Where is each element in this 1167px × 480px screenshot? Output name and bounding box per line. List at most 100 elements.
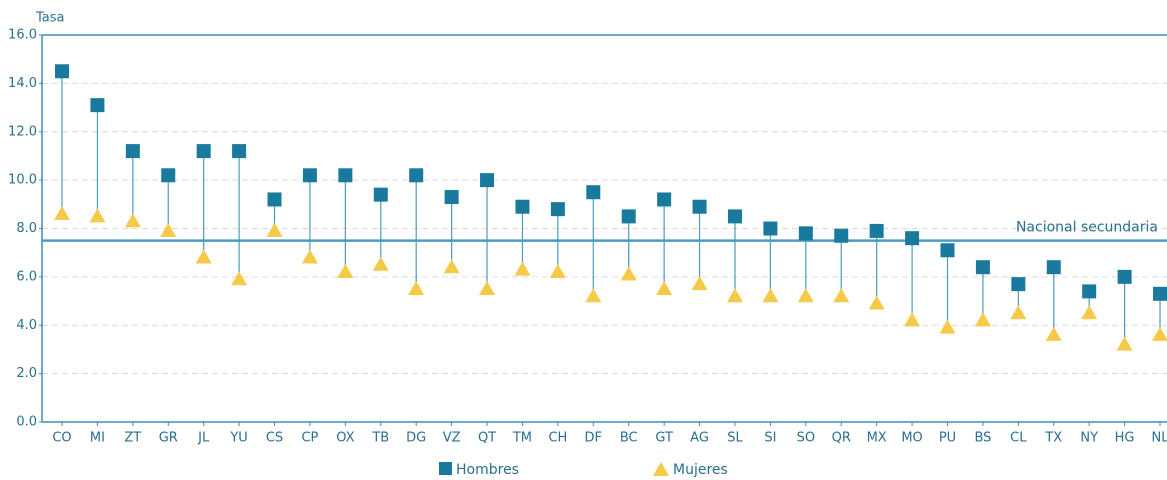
x-tick-label: QR: [832, 431, 851, 446]
x-tick-label: PU: [939, 431, 956, 446]
y-tick-label: 16.0: [8, 28, 37, 43]
hombres-marker: [409, 168, 424, 183]
mujeres-marker: [443, 259, 460, 274]
hombres-marker: [621, 209, 636, 224]
x-tick-label: HG: [1115, 431, 1135, 446]
mujeres-marker: [1045, 326, 1062, 341]
mujeres-marker: [124, 213, 141, 228]
x-tick-label: JL: [197, 431, 210, 446]
mujeres-marker: [1010, 305, 1027, 320]
y-tick-label: 4.0: [16, 318, 37, 333]
mujeres-marker: [408, 280, 425, 295]
x-tick-label: NL: [1152, 431, 1167, 446]
mujeres-marker: [231, 271, 248, 286]
hombres-marker: [657, 192, 672, 207]
hombres-marker: [550, 202, 565, 217]
hombres-marker: [161, 168, 176, 183]
x-tick-label: TX: [1044, 431, 1062, 446]
hombres-marker: [196, 144, 211, 159]
mujeres-marker: [833, 288, 850, 303]
mujeres-marker: [797, 288, 814, 303]
hombres-marker: [586, 185, 601, 200]
mujeres-marker: [514, 261, 531, 276]
legend-label: Mujeres: [673, 462, 728, 478]
mujeres-marker: [939, 319, 956, 334]
x-tick-label: MX: [867, 431, 887, 446]
x-tick-label: SO: [797, 431, 815, 446]
hombres-marker: [267, 192, 282, 207]
hombres-marker: [1011, 277, 1026, 292]
mujeres-marker: [266, 222, 283, 237]
x-tick-label: ZT: [124, 431, 141, 446]
x-tick-label: BS: [974, 431, 991, 446]
mujeres-marker: [54, 205, 70, 220]
mujeres-marker: [585, 288, 602, 303]
reference-label: Nacional secundaria: [1016, 220, 1158, 236]
hombres-marker: [727, 209, 742, 224]
x-tick-label: OX: [336, 431, 354, 446]
x-tick-label: QT: [478, 431, 496, 446]
y-tick-label: 12.0: [8, 124, 37, 139]
mujeres-marker: [1116, 336, 1133, 351]
x-tick-label: GR: [159, 431, 178, 446]
hombres-marker: [1046, 260, 1061, 275]
x-tick-label: TB: [371, 431, 389, 446]
mujeres-marker: [1081, 305, 1098, 320]
mujeres-marker: [726, 288, 743, 303]
mujeres-marker: [974, 312, 991, 327]
mujeres-marker: [89, 208, 106, 223]
mujeres-marker: [656, 280, 673, 295]
y-tick-label: 8.0: [16, 221, 37, 236]
hombres-marker: [232, 144, 247, 159]
hombres-marker: [1153, 286, 1167, 301]
mujeres-marker: [762, 288, 779, 303]
x-tick-label: MI: [90, 431, 105, 446]
hombres-marker: [869, 223, 884, 238]
hombres-marker: [302, 168, 317, 183]
x-tick-label: CH: [548, 431, 567, 446]
mujeres-marker: [620, 266, 637, 281]
hombres-marker: [1082, 284, 1097, 299]
hombres-marker: [1117, 269, 1132, 284]
mujeres-marker: [1152, 326, 1167, 341]
x-tick-label: AG: [690, 431, 709, 446]
mujeres-marker: [904, 312, 921, 327]
hombres-marker: [480, 173, 495, 188]
x-tick-label: CL: [1010, 431, 1027, 446]
hombres-marker: [338, 168, 353, 183]
legend-marker: [439, 462, 452, 475]
x-tick-label: VZ: [443, 431, 461, 446]
y-tick-label: 10.0: [8, 173, 37, 188]
mujeres-marker: [691, 276, 708, 291]
x-tick-label: SL: [727, 431, 743, 446]
hombres-marker: [905, 231, 920, 246]
hombres-marker: [692, 199, 707, 214]
mujeres-marker: [868, 295, 885, 310]
x-tick-label: YU: [229, 431, 247, 446]
mujeres-marker: [549, 264, 566, 279]
y-tick-label: 14.0: [8, 76, 37, 91]
y-tick-label: 0.0: [16, 415, 37, 430]
mujeres-marker: [337, 264, 354, 279]
hombres-marker: [373, 187, 388, 202]
x-tick-label: DF: [585, 431, 603, 446]
x-tick-label: CP: [301, 431, 318, 446]
mujeres-marker: [301, 249, 318, 264]
x-tick-label: CS: [266, 431, 283, 446]
hombres-marker: [55, 64, 69, 79]
hombres-marker: [975, 260, 990, 275]
hombres-marker: [834, 228, 849, 243]
hombres-marker: [798, 226, 813, 241]
x-tick-label: GT: [655, 431, 673, 446]
x-tick-label: CO: [52, 431, 71, 446]
x-tick-label: NY: [1080, 431, 1098, 446]
x-tick-label: BC: [620, 431, 638, 446]
mujeres-marker: [479, 280, 496, 295]
x-tick-label: DG: [406, 431, 426, 446]
hombres-marker: [125, 144, 140, 159]
legend-marker: [653, 462, 669, 476]
hombres-marker: [444, 190, 459, 205]
x-tick-label: MO: [901, 431, 922, 446]
hombres-marker: [940, 243, 955, 258]
